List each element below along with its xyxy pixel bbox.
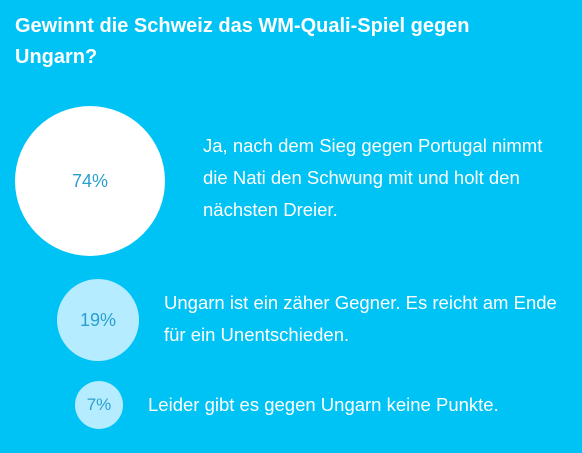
result-bubble: 7% <box>75 381 123 429</box>
percent-label: 7% <box>86 395 112 414</box>
poll-option-yes[interactable]: 74% Ja, nach dem Sieg gegen Portugal nim… <box>15 106 575 256</box>
poll-option-draw[interactable]: 19% Ungarn ist ein zäher Gegner. Es reic… <box>57 279 577 361</box>
percent-label: 19% <box>79 309 117 330</box>
result-bubble: 74% <box>15 106 165 256</box>
option-text: Leider gibt es gegen Ungarn keine Punkte… <box>148 394 499 415</box>
option-text: Ungarn ist ein zäher Gegner. Es reicht a… <box>164 292 557 345</box>
percent-label: 74% <box>71 170 109 191</box>
option-text: Ja, nach dem Sieg gegen Portugal nimmt d… <box>203 135 543 220</box>
poll-question: Gewinnt die Schweiz das WM-Quali-Spiel g… <box>15 15 470 68</box>
poll-option-no[interactable]: 7% Leider gibt es gegen Ungarn keine Pun… <box>75 381 575 429</box>
result-bubble: 19% <box>57 279 139 361</box>
